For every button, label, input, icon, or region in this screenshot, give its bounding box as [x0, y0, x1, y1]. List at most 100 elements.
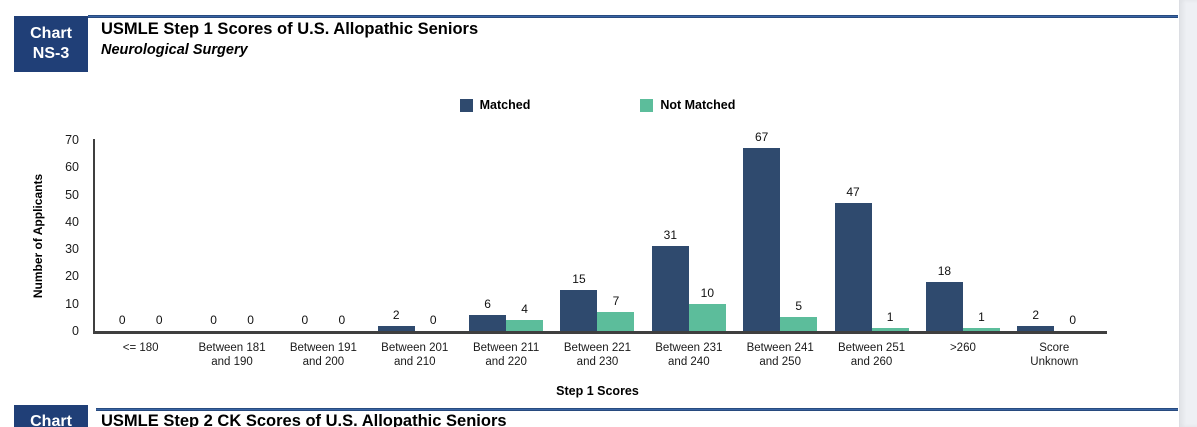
bar-column: 10	[688, 285, 726, 331]
bar-column: 1	[962, 310, 1000, 331]
bar-column: 2	[377, 307, 415, 331]
bar-value-label: 0	[118, 313, 126, 327]
x-axis-labels: <= 180 Between 181 and 190 Between 191 and…	[95, 341, 1100, 369]
bar-value-label: 0	[155, 313, 163, 327]
y-tick-label: 30	[65, 242, 79, 257]
bar-matched	[1017, 325, 1055, 331]
chart-tab-line2: NS-3	[32, 45, 70, 62]
chart-legend: Matched Not Matched	[95, 98, 1100, 112]
bar-value-label: 0	[338, 313, 346, 327]
bar-column: 1	[871, 310, 909, 331]
bar-group: 67 5	[735, 131, 826, 331]
bar-value-label: 0	[1069, 313, 1077, 327]
bar-value-label: 31	[663, 228, 677, 243]
next-chart-number-tab: Chart	[14, 405, 88, 427]
bar-not-matched	[506, 320, 544, 331]
bar-matched	[469, 314, 507, 331]
bar-column: 0	[286, 314, 323, 331]
bar-column: 0	[141, 314, 178, 331]
chart-subtitle: Neurological Surgery	[101, 42, 248, 58]
bar-not-matched	[597, 311, 635, 331]
bar-not-matched	[688, 303, 726, 331]
bar-column: 0	[323, 314, 360, 331]
bar-matched	[651, 246, 689, 331]
legend-label: Not Matched	[660, 98, 736, 112]
x-axis-line	[93, 331, 1107, 334]
bar-group: 18 1	[917, 263, 1008, 331]
bar-matched	[834, 202, 872, 331]
legend-swatch-icon	[459, 98, 473, 112]
bar-not-matched	[780, 317, 818, 331]
bar-value-label: 4	[521, 302, 528, 317]
bar-value-label: 15	[572, 272, 586, 287]
bar-value-label: 0	[210, 313, 217, 327]
bar-column: 31	[651, 228, 689, 331]
y-tick-label: 10	[65, 296, 79, 311]
x-tick-label: Between 191 and 200	[289, 342, 357, 368]
bar-value-label: 2	[1032, 307, 1040, 322]
bar-value-label: 1	[886, 310, 894, 325]
bar-column: 47	[834, 184, 872, 331]
chart-tab-line1: Chart	[30, 25, 72, 42]
chart-number-tab: Chart NS-3	[14, 16, 88, 72]
bar-column: 6	[469, 297, 507, 331]
bar-value-label: 47	[846, 184, 860, 199]
chart-title: USMLE Step 1 Scores of U.S. Allopathic S…	[101, 20, 479, 38]
next-chart-tab-line1: Chart	[30, 413, 72, 427]
legend-item-not-matched: Not Matched	[640, 98, 735, 112]
bar-value-label: 18	[937, 263, 952, 278]
bar-column: 0	[195, 314, 232, 331]
next-chart-title: USMLE Step 2 CK Scores of U.S. Allopathi…	[101, 412, 507, 427]
bar-value-label: 0	[301, 313, 309, 327]
bar-value-label: 5	[795, 299, 803, 314]
bar-value-label: 0	[247, 313, 254, 327]
x-tick-label: Between 201 and 210	[381, 342, 449, 368]
next-section-top-rule	[96, 408, 1178, 411]
bar-column: 4	[506, 302, 544, 331]
bar-matched	[560, 290, 598, 331]
x-tick-label: Between 221 and 230	[563, 342, 632, 368]
y-axis-ticks: 0 10 20 30 40 50 60 70	[0, 133, 88, 338]
bar-value-label: 7	[612, 293, 620, 308]
y-tick-label: 20	[65, 269, 79, 284]
bar-value-label: 2	[392, 307, 400, 322]
legend-label: Matched	[479, 98, 531, 112]
bar-matched	[377, 325, 415, 331]
bar-column: 0	[232, 314, 269, 331]
bar-value-label: 1	[978, 310, 985, 325]
bar-group: 15 7	[552, 273, 643, 331]
bar-column: 2	[1017, 307, 1055, 331]
y-tick-label: 50	[65, 187, 79, 202]
bar-column: 18	[925, 263, 963, 331]
plot-area: 0 0 0 0 0 0 2 0 6 4 15 7 31 10 67 5 47 1 18 1 2 0	[95, 131, 1100, 331]
x-tick-label: Between 181 and 190	[198, 342, 266, 368]
bar-column: 0	[415, 314, 452, 331]
y-tick-label: 0	[72, 324, 79, 338]
x-axis-title: Step 1 Scores	[556, 384, 639, 398]
legend-item-matched: Matched	[459, 98, 531, 112]
x-tick-label: Between 251 and 260	[837, 342, 906, 368]
viewer-background-strip	[1179, 0, 1197, 427]
y-axis-line	[93, 139, 95, 334]
x-tick-label: >260	[949, 342, 976, 354]
x-tick-label: Between 211 and 220	[472, 342, 540, 368]
bar-column: 15	[560, 272, 598, 331]
header-top-rule	[88, 15, 1178, 18]
x-tick-label: Between 231 and 240	[655, 342, 723, 368]
bar-matched	[925, 281, 963, 331]
bar-column: 7	[597, 293, 635, 331]
bar-column: 5	[780, 299, 818, 331]
y-tick-label: 60	[65, 160, 79, 175]
bar-value-label: 0	[429, 313, 437, 327]
x-tick-label: Score Unknown	[1030, 342, 1079, 368]
bar-group: 31 10	[643, 229, 734, 331]
bar-value-label: 10	[700, 285, 714, 300]
bar-group: 47 1	[826, 184, 917, 331]
